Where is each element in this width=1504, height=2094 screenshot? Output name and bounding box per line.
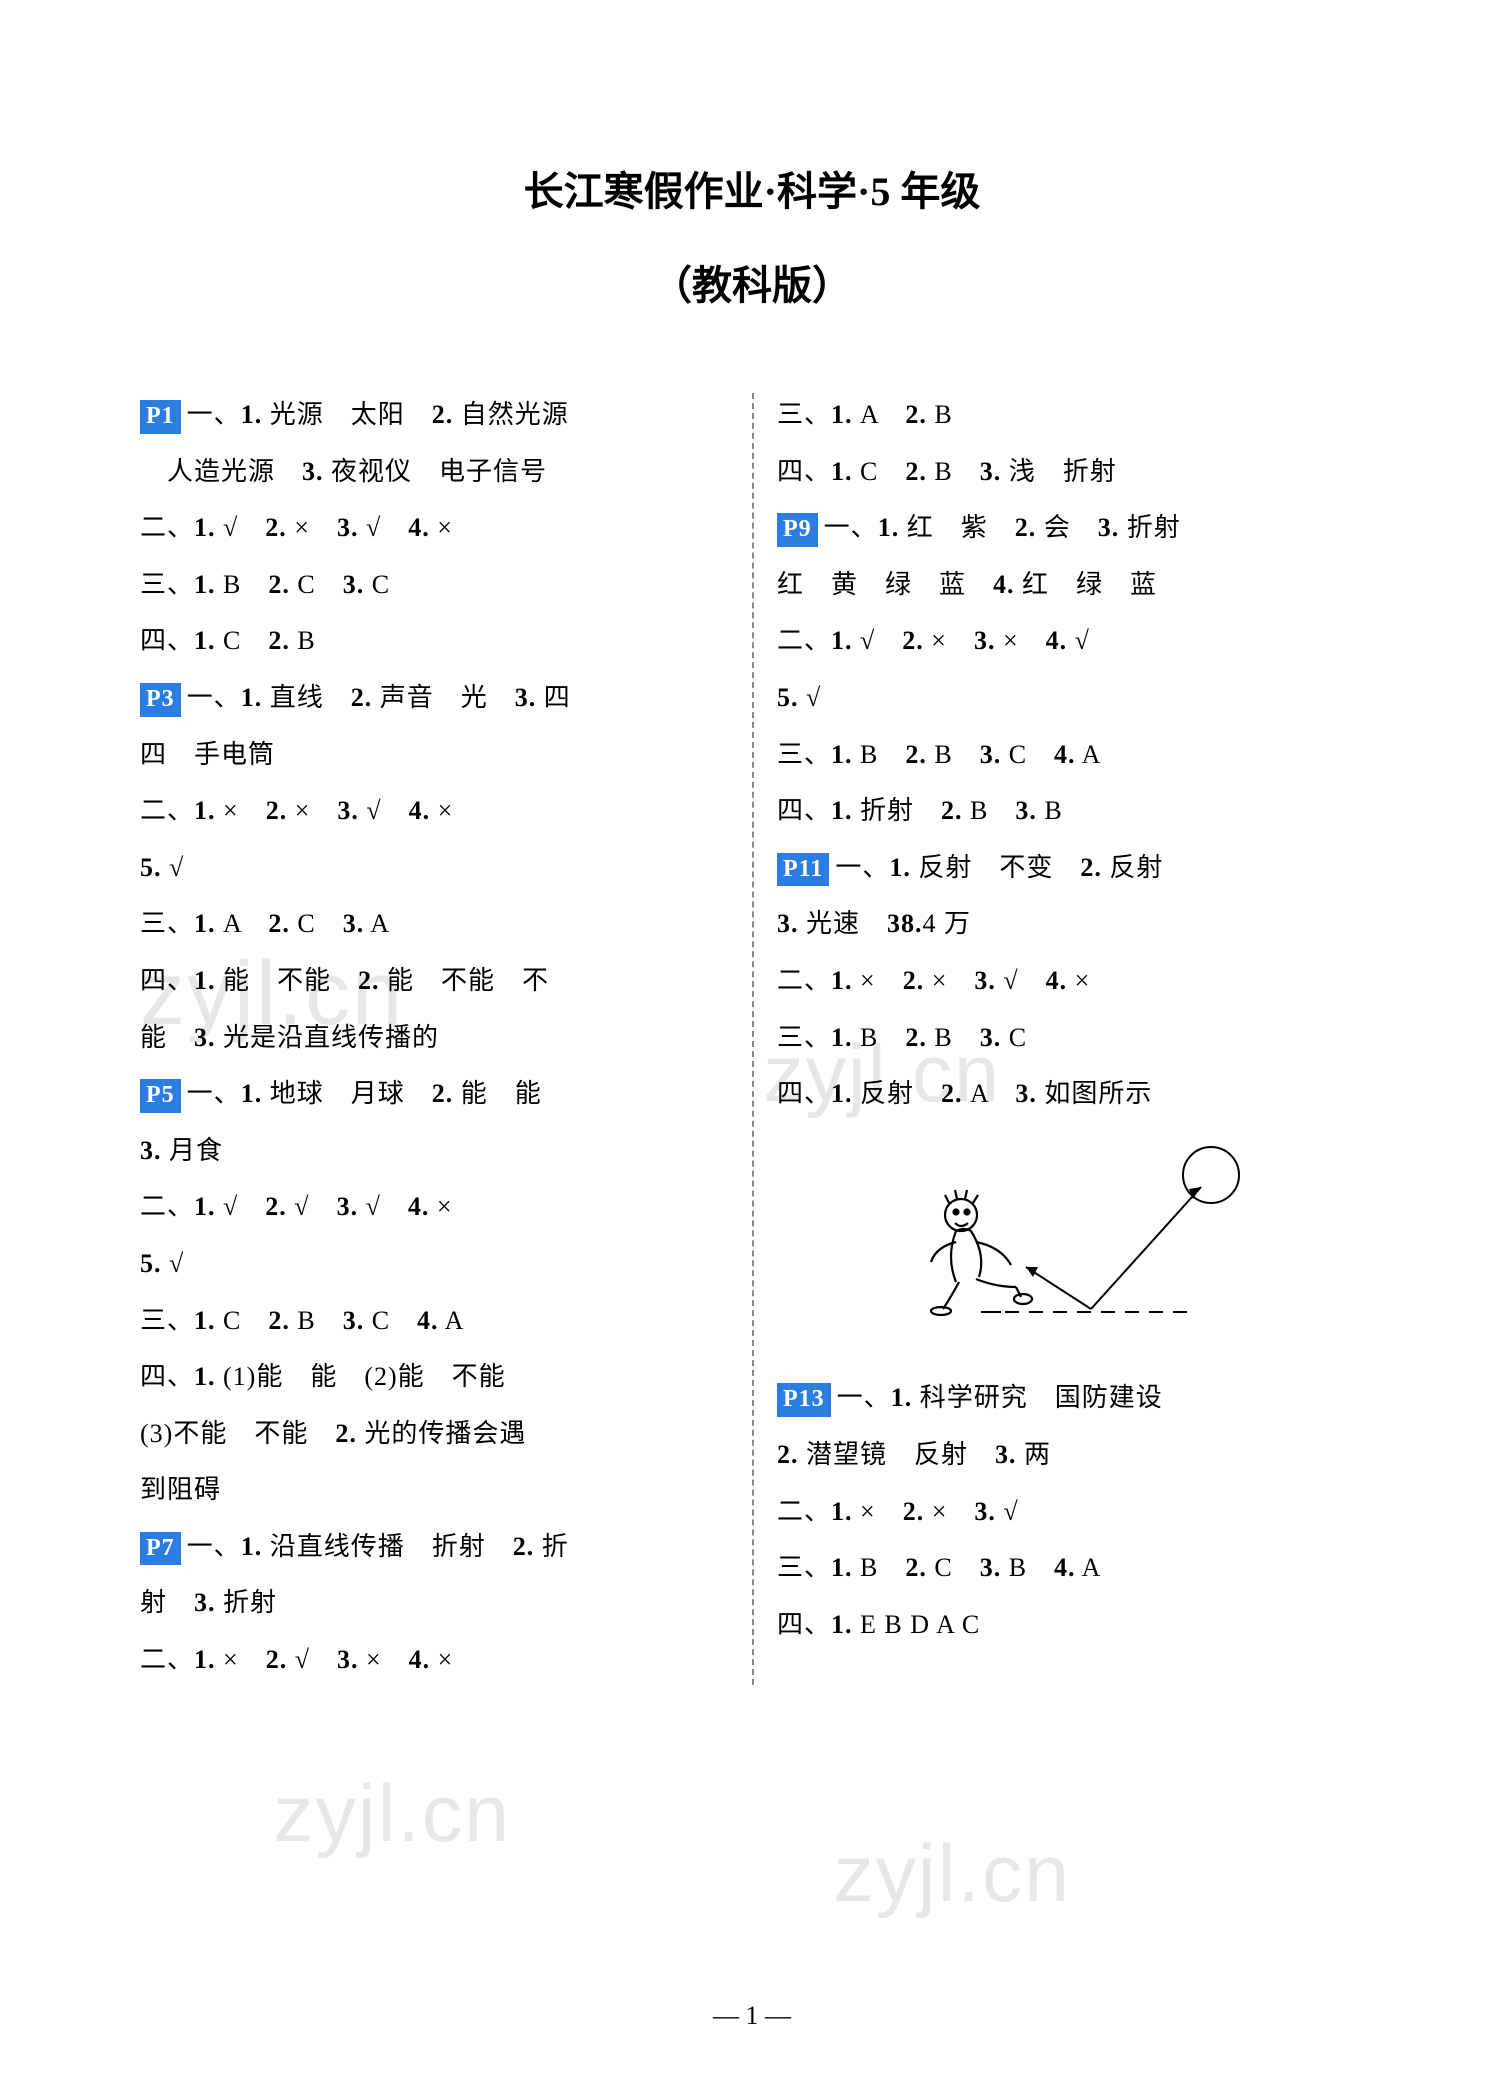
page-tag: P3 [140, 683, 181, 717]
reflection-diagram [777, 1137, 1364, 1357]
answer-line: 三、1. A 2. B [777, 388, 1364, 443]
answer-line: 三、1. B 2. B 3. C 4. A [777, 728, 1364, 783]
answer-line: 2. 潜望镜 反射 3. 两 [777, 1428, 1364, 1483]
answer-line: 四、1. 反射 2. A 3. 如图所示 [777, 1067, 1364, 1122]
page-tag: P11 [777, 853, 829, 887]
answer-line: 三、1. C 2. B 3. C 4. A [140, 1294, 727, 1349]
answer-line: 四、1. E B D A C [777, 1598, 1364, 1653]
answer-line: 三、1. A 2. C 3. A [140, 897, 727, 952]
answer-line: 四、1. C 2. B 3. 浅 折射 [777, 445, 1364, 500]
answer-line: 三、1. B 2. C 3. C [140, 558, 727, 613]
answer-line: 三、1. B 2. B 3. C [777, 1011, 1364, 1066]
answer-line: 二、1. × 2. √ 3. × 4. × [140, 1633, 727, 1688]
answer-line: 3. 光速 38.4 万 [777, 897, 1364, 952]
page-subtitle: （教科版） [140, 244, 1364, 328]
answer-line: P11一、1. 反射 不变 2. 反射 [777, 841, 1364, 896]
page-number: — 1 — [0, 1989, 1504, 2044]
answer-line: 3. 月食 [140, 1124, 727, 1179]
answer-line: (3)不能 不能 2. 光的传播会遇 [140, 1407, 727, 1462]
page-tag: P9 [777, 513, 818, 547]
watermark: zyjl.cn [273, 1729, 511, 1899]
answer-line: 5. √ [140, 1237, 727, 1292]
answer-line: 四、1. 折射 2. B 3. B [777, 784, 1364, 839]
answer-line: 二、1. √ 2. × 3. √ 4. × [140, 501, 727, 556]
page-tag: P5 [140, 1079, 181, 1113]
answer-line: 四、1. (1)能 能 (2)能 不能 [140, 1350, 727, 1405]
right-column: 三、1. A 2. B四、1. C 2. B 3. 浅 折射P9一、1. 红 紫… [752, 388, 1364, 1690]
answer-line: 5. √ [140, 841, 727, 896]
answer-line: 5. √ [777, 671, 1364, 726]
answer-line: P7一、1. 沿直线传播 折射 2. 折 [140, 1520, 727, 1575]
answer-line: 射 3. 折射 [140, 1576, 727, 1631]
answer-line: 人造光源 3. 夜视仪 电子信号 [140, 445, 727, 500]
answer-line: P3一、1. 直线 2. 声音 光 3. 四 [140, 671, 727, 726]
answer-line: 四 手电筒 [140, 728, 727, 783]
answer-line: P1一、1. 光源 太阳 2. 自然光源 [140, 388, 727, 443]
answer-line: 二、1. × 2. × 3. √ [777, 1485, 1364, 1540]
answer-line: 二、1. √ 2. × 3. × 4. √ [777, 614, 1364, 669]
page-tag: P1 [140, 400, 181, 434]
page-tag: P7 [140, 1532, 181, 1566]
content-columns: P1一、1. 光源 太阳 2. 自然光源 人造光源 3. 夜视仪 电子信号二、1… [140, 388, 1364, 1690]
answer-line: 二、1. × 2. × 3. √ 4. × [140, 784, 727, 839]
answer-line: 四、1. 能 不能 2. 能 不能 不 [140, 954, 727, 1009]
answer-line: 三、1. B 2. C 3. B 4. A [777, 1541, 1364, 1596]
answer-line: 二、1. × 2. × 3. √ 4. × [777, 954, 1364, 1009]
watermark: zyjl.cn [833, 1789, 1071, 1959]
page-title: 长江寒假作业·科学·5 年级 [140, 150, 1364, 234]
answer-line: 四、1. C 2. B [140, 614, 727, 669]
answer-line: P5一、1. 地球 月球 2. 能 能 [140, 1067, 727, 1122]
page-tag: P13 [777, 1383, 831, 1417]
left-column: P1一、1. 光源 太阳 2. 自然光源 人造光源 3. 夜视仪 电子信号二、1… [140, 388, 752, 1690]
answer-line: P13一、1. 科学研究 国防建设 [777, 1371, 1364, 1426]
answer-line: 红 黄 绿 蓝 4. 红 绿 蓝 [777, 558, 1364, 613]
answer-line: 能 3. 光是沿直线传播的 [140, 1011, 727, 1066]
column-divider [752, 393, 754, 1685]
answer-line: 二、1. √ 2. √ 3. √ 4. × [140, 1180, 727, 1235]
answer-line: P9一、1. 红 紫 2. 会 3. 折射 [777, 501, 1364, 556]
answer-line: 到阻碍 [140, 1463, 727, 1518]
